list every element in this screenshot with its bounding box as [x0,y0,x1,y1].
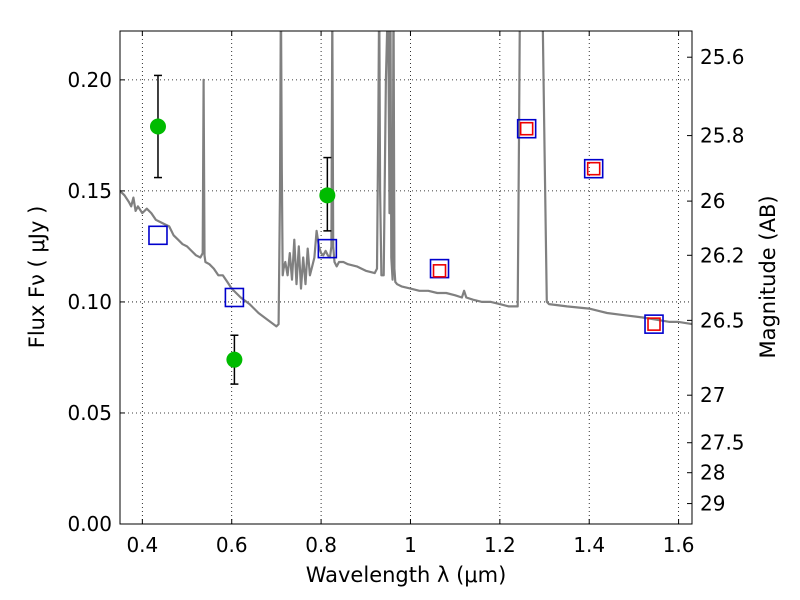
right-tick-label: 29 [700,492,725,516]
spectrum-line [120,31,692,328]
observed-nir-marker [519,121,534,136]
model-photometry-marker [644,314,664,334]
observed-point [319,187,336,204]
observed-point [226,351,243,368]
right-tick-label: 25.8 [700,124,745,148]
y-tick-label: 0.05 [67,401,112,425]
observed-nir-marker [586,161,601,176]
y-axis-right-label: Magnitude (AB) [756,195,780,358]
x-tick-label: 1.4 [573,533,605,557]
x-tick-label: 1 [404,533,417,557]
x-tick-label: 0.8 [305,533,337,557]
x-tick-label: 1.2 [484,533,516,557]
y-tick-label: 0.20 [67,68,112,92]
right-tick-label: 26.2 [700,243,745,267]
observed-nir-marker [432,264,447,278]
model-photometry-marker [224,287,245,308]
y-axis-label: Flux Fν ( μJy ) [25,206,49,349]
right-tick-label: 26.5 [700,308,745,332]
model-photometry-marker [148,225,168,246]
observed-point [149,118,166,135]
right-tick-label: 28 [700,461,725,485]
y-tick-label: 0.15 [67,179,112,203]
x-axis-label: Wavelength λ (μm) [306,563,507,587]
observed-nir-marker [647,317,661,331]
x-tick-label: 0.4 [126,533,158,557]
model-photometry-marker [516,118,537,139]
series-layer [120,31,692,385]
ticks: 0.4 0.6 0.8 1 1.2 1.4 1.6 0.00 0.05 0.10 0.15 0.20 2… [67,31,745,557]
x-tick-label: 0.6 [216,533,248,557]
model-photometry-marker [583,158,604,179]
right-tick-label: 25.6 [700,45,745,69]
model-photometry-marker [317,238,338,259]
right-tick-label: 26 [700,189,725,213]
x-tick-label: 1.6 [663,533,695,557]
right-tick-label: 27.5 [700,431,745,455]
y-tick-label: 0.10 [67,290,112,314]
plot-frame [119,30,693,525]
y-tick-label: 0.00 [67,512,112,536]
right-tick-label: 27 [700,383,725,407]
plot-area [120,31,692,524]
